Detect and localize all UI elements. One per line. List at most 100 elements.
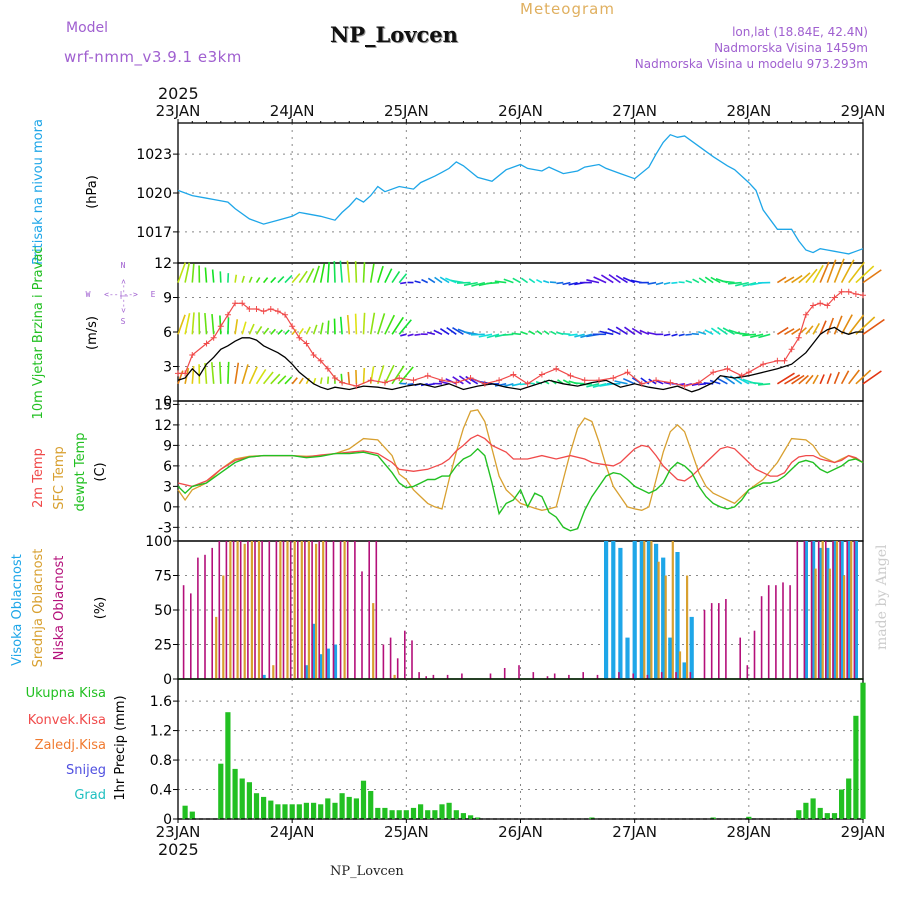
precip-bar bbox=[275, 804, 281, 819]
wind-barb bbox=[298, 327, 304, 335]
cloud-bar-low bbox=[311, 541, 313, 679]
cloud-ytick-label: 25 bbox=[154, 638, 172, 654]
precip-bar bbox=[382, 807, 388, 819]
wind-barb bbox=[758, 333, 771, 339]
wind-barb bbox=[346, 260, 351, 283]
wind-barb bbox=[255, 368, 267, 385]
wind-barb bbox=[784, 328, 795, 335]
wind-barb bbox=[400, 281, 407, 285]
wind-barb bbox=[536, 278, 543, 284]
gust-marker bbox=[638, 380, 645, 387]
wind-barb bbox=[791, 274, 803, 284]
cloud-bar-low bbox=[796, 541, 799, 679]
precip-bar bbox=[360, 780, 367, 819]
gust-marker bbox=[481, 380, 488, 387]
x-label-bottom: 25JAN bbox=[384, 823, 429, 841]
wind-barb bbox=[339, 316, 343, 335]
cloud-bar-low bbox=[396, 658, 399, 679]
gust-marker bbox=[267, 306, 274, 312]
temp-ytick-label: 6 bbox=[163, 459, 172, 475]
cloud-bar-low bbox=[703, 610, 706, 679]
cloud-bar-mid bbox=[343, 541, 346, 679]
wind-barb bbox=[685, 279, 693, 284]
wind-barb bbox=[277, 276, 285, 284]
compass-e: E bbox=[151, 290, 156, 299]
wind-barb bbox=[291, 328, 297, 335]
cloud-bar-mid bbox=[843, 575, 846, 679]
cloud-bar-low bbox=[767, 585, 770, 679]
gust-marker bbox=[724, 365, 731, 372]
temp-ytick-label: 3 bbox=[163, 479, 172, 495]
wind-barb bbox=[219, 361, 222, 384]
precip-bar bbox=[261, 796, 267, 819]
gust-marker bbox=[260, 308, 267, 315]
legend-ukupna-kisa: Ukupna Kisa bbox=[26, 686, 106, 701]
cloud-bar-mid bbox=[215, 616, 218, 679]
wind-barb bbox=[191, 365, 195, 384]
wind-barb bbox=[848, 261, 865, 284]
wind-barb bbox=[697, 331, 707, 336]
precip-bar bbox=[475, 817, 481, 819]
cloud-bar-high bbox=[625, 637, 630, 679]
wind-barb bbox=[776, 276, 787, 284]
wind-barb bbox=[284, 329, 290, 335]
wind-barb bbox=[622, 276, 636, 284]
wind-barb bbox=[805, 374, 814, 385]
wind-barb bbox=[391, 365, 405, 385]
wind-barb bbox=[562, 281, 571, 286]
cloud-bar-low bbox=[325, 541, 328, 679]
gust-marker bbox=[795, 334, 802, 341]
cloud-bar-mid bbox=[372, 603, 375, 679]
wind-barb bbox=[848, 314, 865, 335]
precip-bar bbox=[268, 800, 274, 819]
compass-horizontal: <--|--> bbox=[104, 290, 138, 299]
wind-barb bbox=[704, 276, 714, 284]
precip-bar bbox=[810, 798, 816, 819]
wind-barb bbox=[204, 313, 208, 335]
wind-ytick-label: 9 bbox=[163, 291, 172, 307]
cloud-bar-low bbox=[568, 674, 570, 679]
cloud-bar-low bbox=[660, 672, 663, 679]
elevation-label: Nadmorska Visina 1459m bbox=[714, 41, 868, 55]
wind-barb bbox=[407, 383, 414, 386]
mid-cloud-title: Srednja Oblacnost bbox=[31, 549, 46, 668]
wind-barb bbox=[398, 366, 414, 385]
precip-bar bbox=[446, 802, 452, 819]
gust-marker bbox=[424, 372, 431, 379]
wind-axes: 0 3 6 9 12 bbox=[154, 256, 864, 410]
wind-barb bbox=[862, 318, 885, 335]
pressure-ytick-label: 1017 bbox=[136, 225, 172, 241]
wind-barb bbox=[478, 333, 493, 338]
wind-ytick-label: 0 bbox=[163, 394, 172, 410]
wind-barb bbox=[354, 313, 358, 335]
pressure-ytick-label: 1023 bbox=[136, 147, 172, 163]
gust-marker bbox=[203, 340, 210, 347]
cloud-bar-mid bbox=[643, 541, 646, 679]
wind-barb bbox=[812, 264, 824, 284]
wind-barb bbox=[723, 375, 736, 385]
cloud-bar-high bbox=[825, 547, 830, 679]
wind-barb bbox=[362, 312, 366, 335]
precip-bar bbox=[860, 682, 866, 819]
wind-barb bbox=[219, 271, 222, 283]
wind-barb bbox=[798, 272, 811, 284]
cloud-bar-low bbox=[382, 644, 385, 679]
wind-barb bbox=[562, 379, 571, 385]
cloud-bar-high bbox=[689, 616, 694, 679]
wind-ytick-label: 6 bbox=[163, 325, 172, 341]
precip-bar bbox=[853, 715, 859, 819]
wind-barb bbox=[734, 332, 749, 336]
wind-barb bbox=[362, 262, 366, 283]
gust-marker bbox=[667, 379, 674, 386]
cloud-bar-low bbox=[446, 674, 449, 679]
gust-marker bbox=[410, 377, 417, 384]
compass-w: W bbox=[86, 290, 91, 299]
wind-barb bbox=[663, 381, 671, 385]
wind-barb bbox=[327, 320, 330, 335]
gust-marker bbox=[802, 311, 809, 318]
wind-compass: N S W E <--|--> <--|--> bbox=[86, 261, 156, 326]
wind-barb bbox=[691, 383, 700, 387]
wind-barb bbox=[600, 274, 614, 284]
wind-barb bbox=[486, 281, 500, 285]
